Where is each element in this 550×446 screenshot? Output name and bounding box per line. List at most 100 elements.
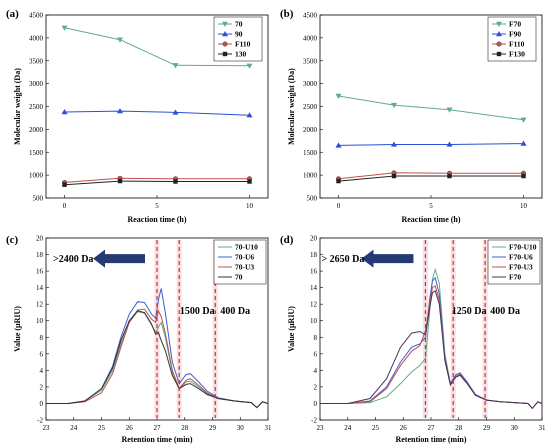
x-tick-label: 30 — [511, 424, 519, 432]
data-point — [446, 107, 453, 113]
series-line — [338, 95, 524, 121]
series-line — [64, 177, 250, 183]
y-tick-label: 3000 — [29, 80, 44, 88]
data-point — [391, 141, 397, 147]
data-point — [117, 108, 123, 114]
x-tick-label: 25 — [98, 424, 106, 432]
legend-label: 70 — [235, 20, 243, 29]
panel-c: 23 24 25 26 27 28 29 30 31-202468101214161820Ret… — [6, 234, 272, 444]
legend-label: F70 — [509, 273, 521, 282]
y-tick-label: 1000 — [303, 172, 318, 180]
y-tick-label: 3000 — [303, 80, 318, 88]
y-tick-label: 14 — [310, 284, 318, 292]
data-point — [172, 63, 179, 69]
y-tick-label: 4 — [40, 367, 44, 375]
legend-label: 70-U3 — [235, 263, 254, 272]
panel-b: 0 5 10 500 1000 1500 2000 2500 3000 3500 4000 4500 R… — [280, 8, 543, 224]
y-tick-label: 0 — [314, 400, 318, 408]
x-tick-label: 28 — [181, 424, 189, 432]
series-line — [338, 172, 524, 180]
direction-arrow — [361, 249, 414, 268]
legend-label: F110 — [509, 40, 525, 49]
series-line — [64, 110, 250, 116]
y-tick-label: 18 — [310, 251, 318, 259]
x-tick-label: 29 — [209, 424, 217, 432]
panel-a: 0 5 10 500 1000 1500 2000 2500 3000 3500 4000 4500 R… — [6, 8, 269, 224]
x-tick-label: 26 — [126, 424, 134, 432]
y-tick-label: 1000 — [29, 172, 44, 180]
mw-annotation: 400 Da — [220, 306, 250, 317]
x-tick-label: 27 — [154, 424, 162, 432]
y-tick-label: 4000 — [303, 34, 318, 42]
y-tick-label: 500 — [307, 195, 318, 203]
mw-annotation: 1250 Da — [452, 306, 487, 317]
legend-label: F110 — [235, 40, 251, 49]
legend-label: F70-U10 — [509, 243, 537, 252]
region-band — [212, 240, 218, 418]
data-point — [172, 109, 179, 115]
x-tick-label: 30 — [237, 424, 245, 432]
x-tick-label: 23 — [43, 424, 51, 432]
data-point — [117, 37, 123, 43]
legend-label: 70-U6 — [235, 253, 254, 262]
legend-marker — [222, 21, 228, 27]
x-tick-label: 10 — [520, 202, 528, 210]
mw-annotation: 1500 Da — [180, 306, 215, 317]
x-tick-label: 5 — [429, 202, 433, 210]
y-tick-label: 4000 — [29, 34, 44, 42]
y-tick-label: 2 — [314, 383, 318, 391]
data-point — [62, 182, 67, 187]
x-tick-label: 0 — [63, 202, 67, 210]
y-tick-label: 8 — [40, 334, 44, 342]
data-point — [173, 179, 178, 184]
data-point — [336, 178, 341, 184]
data-point — [246, 112, 253, 118]
y-tick-label: -2 — [311, 417, 317, 425]
y-tick-label: 6 — [314, 350, 318, 358]
y-tick-label: 18 — [36, 251, 44, 259]
y-tick-label: 2000 — [303, 126, 318, 134]
panel-label: (b) — [280, 8, 294, 20]
mw-annotation: 400 Da — [490, 306, 520, 317]
y-tick-label: 10 — [310, 317, 318, 325]
legend-label: F70 — [509, 20, 521, 29]
legend-marker — [222, 41, 228, 47]
panel-label: (a) — [6, 8, 19, 20]
y-tick-label: 12 — [310, 301, 318, 309]
legend-marker — [496, 21, 502, 27]
x-tick-label: 23 — [317, 424, 325, 432]
region-band — [450, 240, 456, 418]
y-tick-label: -2 — [37, 417, 43, 425]
y-tick-label: 3500 — [29, 57, 44, 65]
y-tick-label: 4500 — [29, 12, 44, 20]
legend-marker — [496, 31, 502, 37]
series-line — [46, 310, 269, 409]
y-tick-label: 20 — [310, 235, 318, 243]
x-tick-label: 24 — [344, 424, 352, 432]
legend-label: F70-U3 — [509, 263, 533, 272]
panel-label: (d) — [280, 234, 294, 246]
x-axis-label: Reaction time (h) — [127, 215, 186, 224]
x-tick-label: 5 — [155, 202, 159, 210]
data-point — [246, 63, 253, 69]
data-point — [335, 93, 342, 99]
series-line — [338, 143, 524, 146]
y-axis-label: Value (μRIU) — [287, 306, 296, 352]
arrow-annotation: >2400 Da — [53, 254, 93, 265]
y-tick-label: 2000 — [29, 126, 44, 134]
data-point — [335, 142, 342, 148]
y-tick-label: 6 — [40, 350, 44, 358]
region-band — [482, 240, 488, 418]
y-tick-label: 10 — [36, 317, 44, 325]
y-tick-label: 1500 — [29, 149, 44, 157]
series-line — [64, 180, 250, 186]
legend-label: 90 — [235, 30, 243, 39]
y-axis-label: Molecular weight (Da) — [287, 68, 296, 145]
arrow-annotation: > 2650 Da — [321, 254, 364, 265]
data-point — [521, 173, 526, 179]
y-axis-label: Value (μRIU) — [13, 306, 22, 352]
y-tick-label: 2500 — [29, 103, 44, 111]
panel-d: 23 24 25 26 27 28 29 30 31-202468101214161820Ret… — [280, 234, 546, 444]
data-point — [61, 108, 68, 115]
